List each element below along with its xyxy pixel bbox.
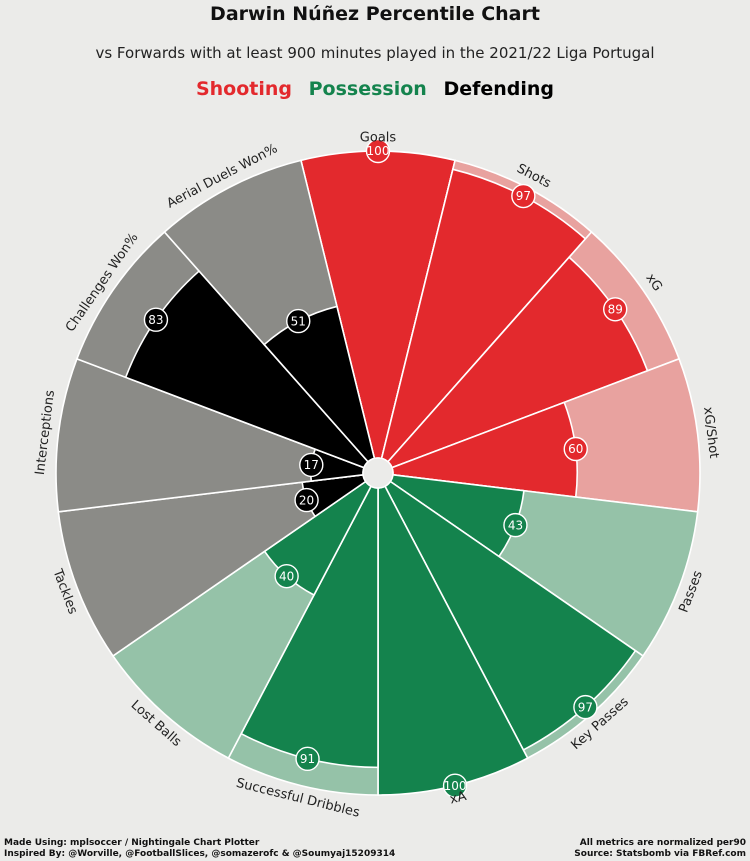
value-label-interceptions: 17: [304, 458, 319, 472]
footer-made-using: Made Using: mplsoccer / Nightingale Char…: [4, 838, 260, 848]
chart-title: Darwin Núñez Percentile Chart: [210, 3, 540, 25]
value-badge-passes: [503, 512, 528, 538]
value-label-xa: 100: [444, 779, 467, 793]
param-label-xg: xG: [642, 271, 664, 294]
value-badge-successful-dribbles: [295, 746, 320, 772]
value-badge-goals: [365, 138, 391, 164]
footer-normalized-note: All metrics are normalized per90: [579, 838, 746, 848]
value-label-goals: 100: [367, 144, 390, 158]
footer-right: All metrics are normalized per90 Source:…: [574, 838, 746, 860]
value-badge-aerial-duels-won: [286, 308, 311, 334]
value-label-successful-dribbles: 91: [300, 752, 315, 766]
param-label-interceptions: Interceptions: [33, 389, 58, 476]
value-label-tackles: 20: [299, 493, 314, 507]
value-badge-xg: [603, 297, 628, 322]
value-label-lost-balls: 40: [279, 569, 294, 583]
value-badge-challenges-won: [143, 307, 169, 332]
value-label-challenges-won: 83: [148, 313, 163, 327]
legend-shooting: Shooting: [195, 78, 292, 100]
value-label-shots: 97: [516, 189, 531, 203]
value-badge-key-passes: [573, 694, 598, 720]
footer-source: Source: Statsbomb via FBRef.com: [574, 849, 746, 859]
value-label-aerial-duels-won: 51: [291, 314, 306, 328]
legend-possession: Possession: [308, 78, 427, 100]
value-badge-shots: [511, 183, 536, 209]
value-label-xg: 89: [608, 302, 623, 316]
legend-defending: Defending: [443, 78, 555, 100]
center-hole: [362, 457, 394, 489]
value-badge-xg-shot: [563, 436, 588, 462]
value-badge-tackles: [294, 487, 319, 513]
value-label-key-passes: 97: [578, 700, 593, 714]
param-label-xg-shot: xG/Shot: [700, 406, 721, 459]
value-badge-lost-balls: [274, 563, 299, 589]
param-label-xa: xA: [448, 789, 468, 808]
footer-inspired-by: Inspired By: @Worville, @FootballSlices,…: [4, 849, 396, 859]
param-label-goals: Goals: [360, 131, 397, 146]
chart-legend: Shooting Possession Defending: [0, 78, 750, 100]
value-label-passes: 43: [508, 518, 523, 532]
chart-subtitle: vs Forwards with at least 900 minutes pl…: [95, 44, 655, 62]
value-badge-xa: [442, 773, 468, 798]
value-badge-interceptions: [299, 452, 324, 478]
footer-left: Made Using: mplsoccer / Nightingale Char…: [4, 838, 395, 860]
value-label-xg-shot: 60: [568, 442, 583, 456]
